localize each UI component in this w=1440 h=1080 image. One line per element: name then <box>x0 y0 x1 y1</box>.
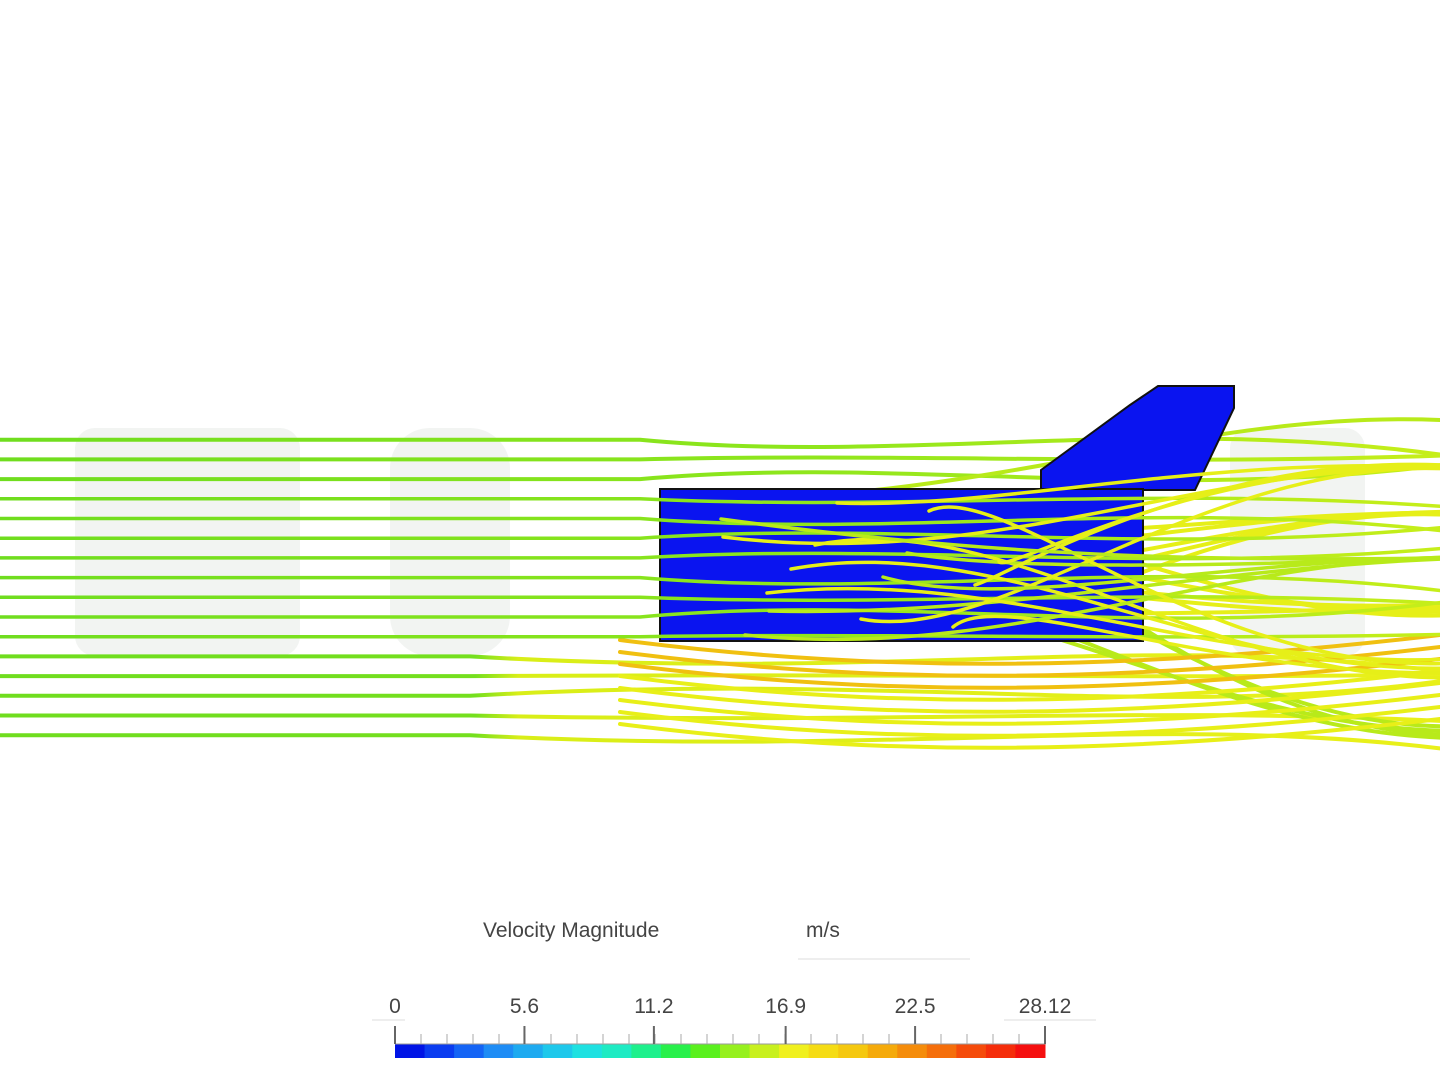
colorbar-segment <box>395 1044 426 1058</box>
colorbar-segment <box>897 1044 928 1058</box>
legend-unit: m/s <box>806 919 840 942</box>
streamline <box>618 693 1440 726</box>
colorbar-segment <box>956 1044 987 1058</box>
streamline <box>0 632 1440 639</box>
colorbar-segment <box>631 1044 662 1058</box>
streamline <box>0 496 1440 508</box>
streamline <box>0 436 1440 457</box>
colorbar-segment <box>513 1044 544 1058</box>
tick-label: 0 <box>389 995 401 1018</box>
tick-label: 16.9 <box>765 995 806 1018</box>
streamline <box>789 560 1440 671</box>
colorbar-segment <box>867 1044 898 1058</box>
streamline <box>973 462 1440 587</box>
colorbar-segment <box>1015 1044 1046 1058</box>
streamlines <box>0 462 1440 680</box>
colorbar-segment <box>454 1044 485 1058</box>
tick-label: 22.5 <box>895 995 936 1018</box>
streamline <box>618 633 1440 666</box>
streamline <box>0 546 1440 561</box>
colorbar-segment <box>483 1044 514 1058</box>
colorbar-segment <box>779 1044 810 1058</box>
tick-label: 5.6 <box>510 995 539 1018</box>
colorbar-segment <box>572 1044 603 1058</box>
streamline <box>0 525 1440 541</box>
streamline <box>0 515 1440 533</box>
streamline <box>881 555 1440 591</box>
streamline <box>618 681 1440 714</box>
streamline <box>0 600 1440 620</box>
tick-label: 11.2 <box>634 995 673 1018</box>
streamline <box>618 657 1440 690</box>
streamline <box>0 453 1440 462</box>
streamline <box>618 645 1440 678</box>
streamline <box>0 595 1440 606</box>
streamline <box>951 614 1440 675</box>
colorbar-segment <box>660 1044 691 1058</box>
streamline <box>743 555 1440 642</box>
colorbar-segment <box>926 1044 957 1058</box>
colorbar-segment <box>985 1044 1016 1058</box>
tick-label: 28.12 <box>1019 995 1072 1018</box>
colorbar-segment <box>808 1044 839 1058</box>
streamline <box>719 517 1440 561</box>
colorbar-segment <box>720 1044 751 1058</box>
colorbar-segment <box>424 1044 455 1058</box>
legend-title: Velocity Magnitude <box>483 919 659 942</box>
colorbar-segment <box>838 1044 869 1058</box>
streamline <box>618 705 1440 738</box>
streamline <box>835 463 1440 506</box>
colorbar-segment <box>542 1044 573 1058</box>
colorbar: 0 5.6 11.2 16.9 22.5 28.12 <box>372 995 1096 1058</box>
streamline <box>618 717 1440 750</box>
streamline <box>0 574 1440 593</box>
colorbar-segment <box>690 1044 721 1058</box>
streamline <box>0 679 1440 699</box>
colorbar-segment <box>601 1044 632 1058</box>
colorbar-segment <box>749 1044 780 1058</box>
streamline <box>859 466 1440 624</box>
streamline <box>618 669 1440 702</box>
streamline <box>765 586 1440 662</box>
